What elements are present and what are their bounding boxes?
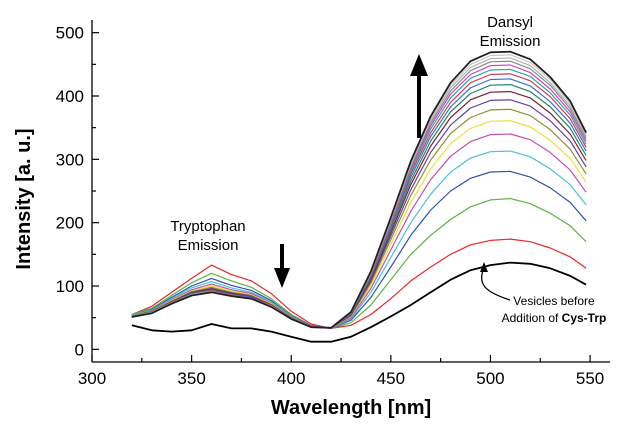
tryptophan-label-line2: Emission	[178, 237, 239, 254]
series-line-6	[131, 120, 587, 329]
y-tick-label: 0	[75, 340, 84, 359]
series-line-8	[131, 99, 587, 329]
series-line-0	[131, 261, 587, 343]
vesicles-pointer-arrowhead	[480, 262, 488, 272]
series-line-3	[131, 170, 587, 329]
y-tick-label: 200	[56, 214, 84, 233]
y-tick-label: 400	[56, 87, 84, 106]
x-tick-label: 400	[277, 369, 305, 388]
x-tick-label: 350	[177, 369, 205, 388]
x-axis-label: Wavelength [nm]	[271, 397, 431, 419]
vesicles-label-bold: Cys-Trp	[562, 311, 607, 325]
vesicles-pointer-curve	[480, 267, 511, 301]
y-axis-label: Intensity [a. u.]	[13, 128, 35, 269]
vesicles-label-line2: Addition of Cys-Trp	[502, 311, 607, 325]
axes-layer: 0 100 200 300 400 500 300 350 400 450 500 550 Wavele…	[13, 20, 610, 419]
series-line-2	[131, 198, 587, 329]
series-line-4	[131, 150, 587, 329]
annotation-layer: Tryptophan Emission Dansyl Emission Vesi…	[170, 14, 606, 325]
series-line-1	[131, 238, 587, 329]
down-arrow-head	[274, 268, 290, 288]
series-line-5	[131, 133, 587, 329]
y-tick-label: 100	[56, 277, 84, 296]
vesicles-label-line1: Vesicles before	[513, 294, 595, 308]
x-tick-label: 300	[78, 369, 106, 388]
x-tick-label: 450	[377, 369, 405, 388]
x-tick-label: 500	[476, 369, 504, 388]
tryptophan-label-line1: Tryptophan	[170, 218, 245, 235]
y-tick-label: 300	[56, 150, 84, 169]
dansyl-label-line1: Dansyl	[487, 14, 533, 31]
up-arrow-head	[410, 54, 428, 76]
vesicles-label-prefix: Addition of	[502, 311, 562, 325]
series-layer	[131, 50, 587, 343]
x-tick-label: 550	[576, 369, 604, 388]
y-tick-label: 500	[56, 24, 84, 43]
series-line-18	[131, 50, 587, 329]
series-line-7	[131, 108, 587, 329]
dansyl-label-line2: Emission	[480, 33, 541, 50]
